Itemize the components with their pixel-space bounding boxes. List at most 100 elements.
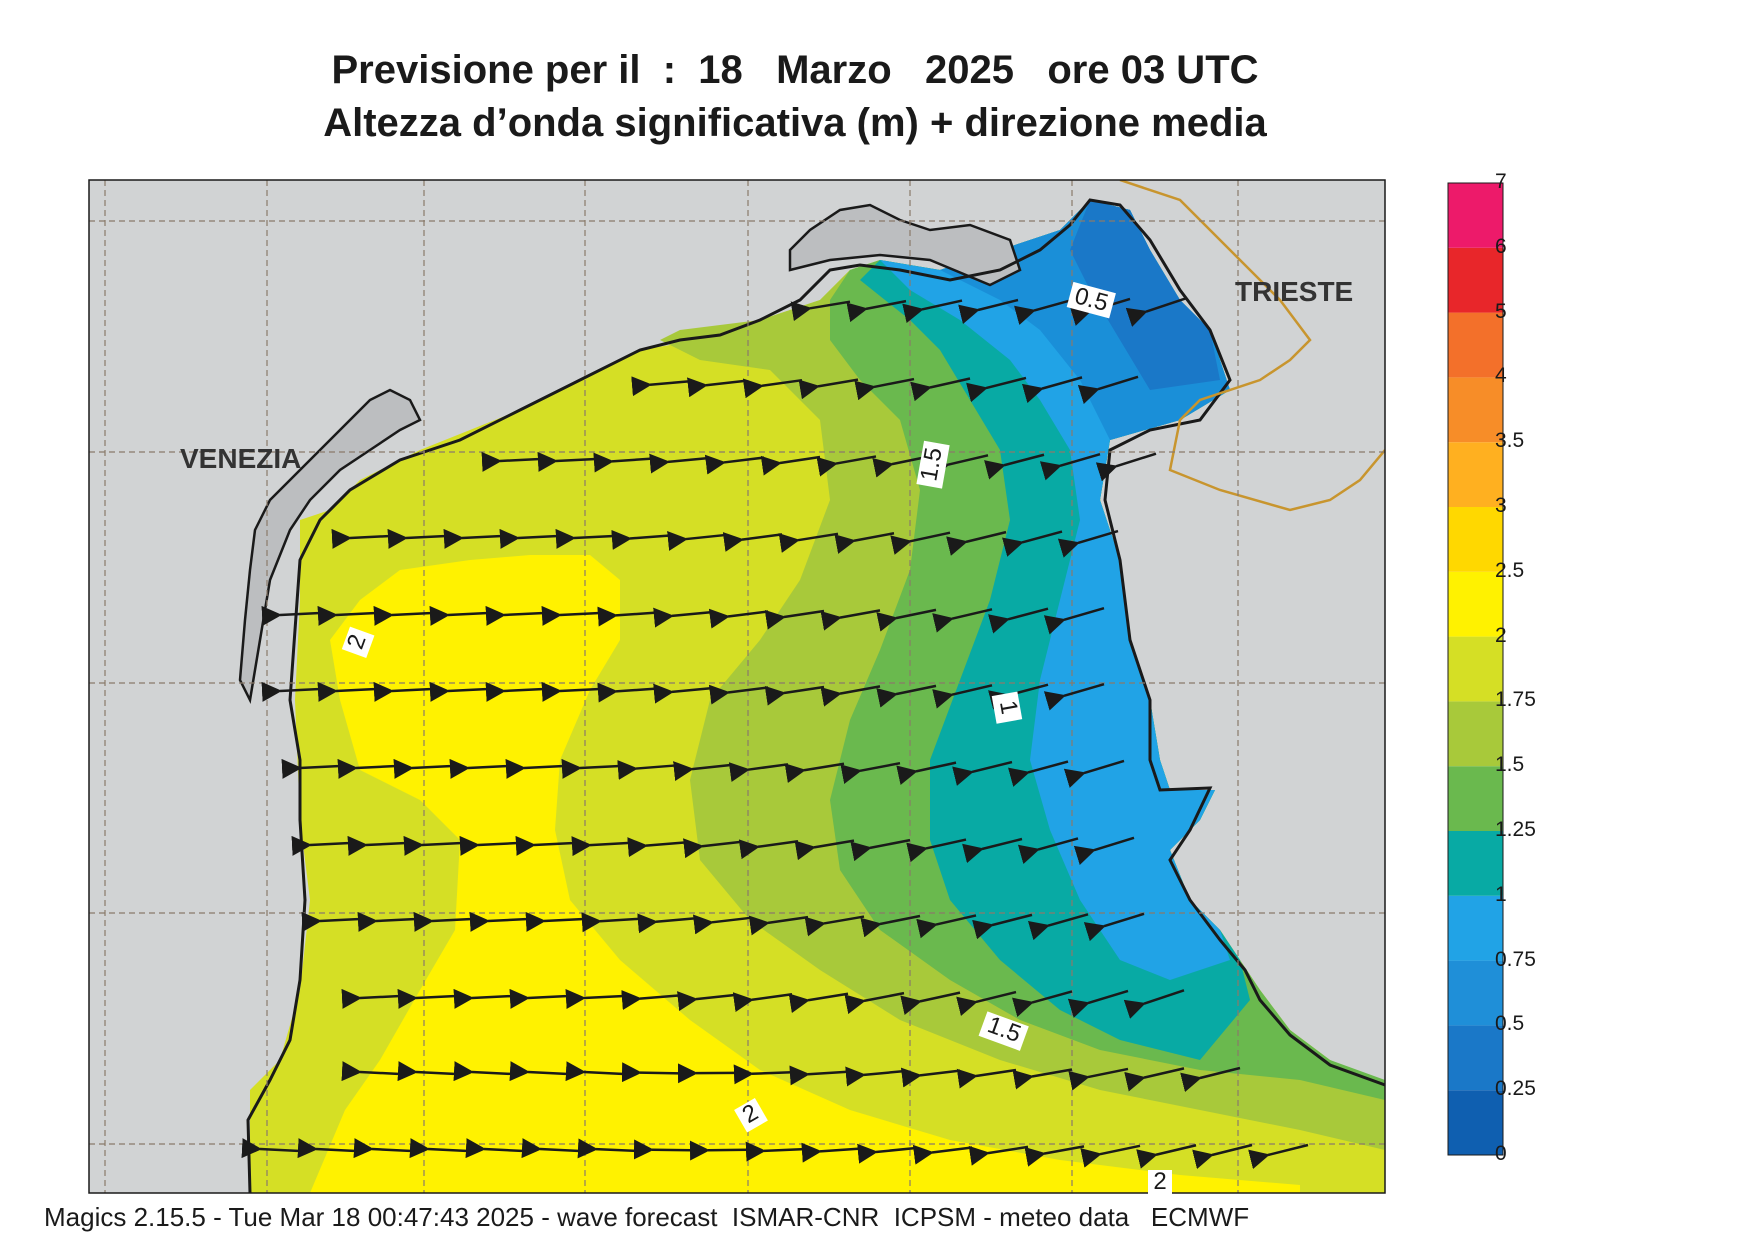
colorbar-label: 6 [1495, 234, 1507, 258]
direction-arrow [784, 762, 845, 783]
direction-arrow [541, 681, 601, 702]
direction-arrow [890, 531, 951, 555]
direction-arrow [581, 912, 641, 933]
direction-arrow [481, 451, 541, 472]
direction-arrow [1125, 297, 1187, 327]
direction-arrow [689, 1140, 749, 1161]
direction-arrow [555, 528, 615, 549]
colorbar-swatch [1448, 960, 1503, 1026]
direction-arrow [912, 1144, 973, 1165]
direction-arrow [469, 911, 529, 932]
direction-arrow [844, 991, 905, 1015]
map-frame [88, 179, 1386, 1194]
direction-arrow [353, 1138, 413, 1159]
direction-arrow [521, 1138, 581, 1159]
direction-arrow [733, 1064, 793, 1085]
direction-arrow [617, 759, 677, 780]
direction-arrow [708, 608, 769, 629]
colorbar-label: 1.75 [1495, 688, 1536, 712]
direction-arrow [429, 605, 489, 626]
direction-arrow [790, 300, 851, 322]
coastline [246, 198, 1385, 1193]
direction-arrow [649, 453, 709, 474]
colorbar-label: 2.5 [1495, 558, 1525, 582]
direction-arrow [1043, 606, 1105, 635]
colorbar-label: 0.5 [1495, 1012, 1525, 1036]
direction-arrow [958, 298, 1019, 325]
colorbar-swatch [1448, 312, 1503, 378]
direction-arrow [1027, 913, 1089, 941]
direction-arrow [1124, 1067, 1185, 1092]
direction-arrow [653, 683, 713, 704]
direction-arrow [541, 605, 601, 626]
direction-arrow [1021, 376, 1083, 404]
direction-arrow [561, 758, 621, 779]
footer-credits: Magics 2.15.5 - Tue Mar 18 00:47:43 2025… [44, 1202, 1250, 1232]
direction-arrow [916, 914, 977, 939]
direction-arrow [932, 684, 993, 709]
direction-arrow [453, 988, 513, 1009]
direction-arrow [505, 758, 565, 779]
direction-arrow [261, 681, 321, 702]
forecast-subtitle: Altezza d’onda significativa (m) + direz… [323, 101, 1267, 145]
direction-arrow [794, 839, 855, 861]
direction-arrow [357, 911, 417, 932]
colorbar-label: 1.25 [1495, 818, 1536, 841]
direction-arrow [900, 991, 961, 1016]
direction-arrow [593, 452, 653, 473]
direction-arrow [621, 990, 681, 1011]
direction-arrow [1067, 989, 1129, 1018]
direction-arrow [900, 1067, 961, 1088]
colorbar-label: 3.5 [1495, 429, 1525, 453]
direction-arrow [537, 451, 597, 472]
direction-arrow [387, 528, 447, 549]
direction-arrow [1007, 760, 1069, 787]
direction-arrow [1083, 912, 1145, 942]
direction-arrow [597, 606, 657, 627]
direction-arrow [1011, 990, 1073, 1017]
direction-arrow [962, 837, 1023, 864]
state-border [1119, 180, 1385, 512]
colorbar-label: 1 [1495, 882, 1507, 906]
colorbar-swatch [1448, 895, 1503, 961]
direction-arrow [453, 1061, 513, 1082]
direction-arrow [902, 299, 963, 324]
direction-arrow [1063, 759, 1125, 788]
direction-arrow [341, 988, 401, 1009]
direction-arrow [1180, 1066, 1241, 1093]
direction-arrow [397, 1061, 457, 1082]
direction-arrow [789, 1065, 849, 1086]
direction-arrow [1077, 375, 1139, 405]
direction-arrow [317, 681, 377, 702]
direction-arrow [798, 378, 859, 400]
contour-label-1: 1 [994, 698, 1023, 716]
colorbar-swatch [1448, 1025, 1503, 1091]
direction-arrow [686, 377, 747, 398]
direction-arrow [816, 455, 877, 477]
direction-arrow [876, 684, 937, 708]
colorbar-label: 0 [1495, 1142, 1507, 1165]
colorbar-label: 4 [1495, 364, 1507, 388]
direction-arrow [854, 377, 915, 401]
colorbar-label: 0.25 [1495, 1077, 1536, 1101]
direction-arrow [972, 913, 1033, 940]
direction-arrow [393, 758, 453, 779]
direction-arrow [653, 607, 713, 628]
direction-arrow [449, 758, 509, 779]
direction-arrow [956, 990, 1017, 1016]
map-area [89, 180, 1385, 1193]
direction-arrow [692, 914, 753, 935]
direction-arrow [443, 528, 503, 549]
direction-arrow [373, 605, 433, 626]
direction-arrow [485, 681, 545, 702]
colorbar [1447, 182, 1504, 1156]
direction-arrow [968, 1145, 1029, 1166]
direction-arrow [633, 1139, 693, 1160]
direction-arrow [301, 911, 361, 932]
direction-arrow [984, 453, 1045, 480]
colorbar-label: 1.5 [1495, 753, 1525, 777]
wave-direction-arrows [241, 297, 1309, 1170]
direction-arrow [896, 761, 957, 785]
forecast-title: Previsione per il : 18 Marzo 2025 ore 03… [331, 48, 1259, 92]
